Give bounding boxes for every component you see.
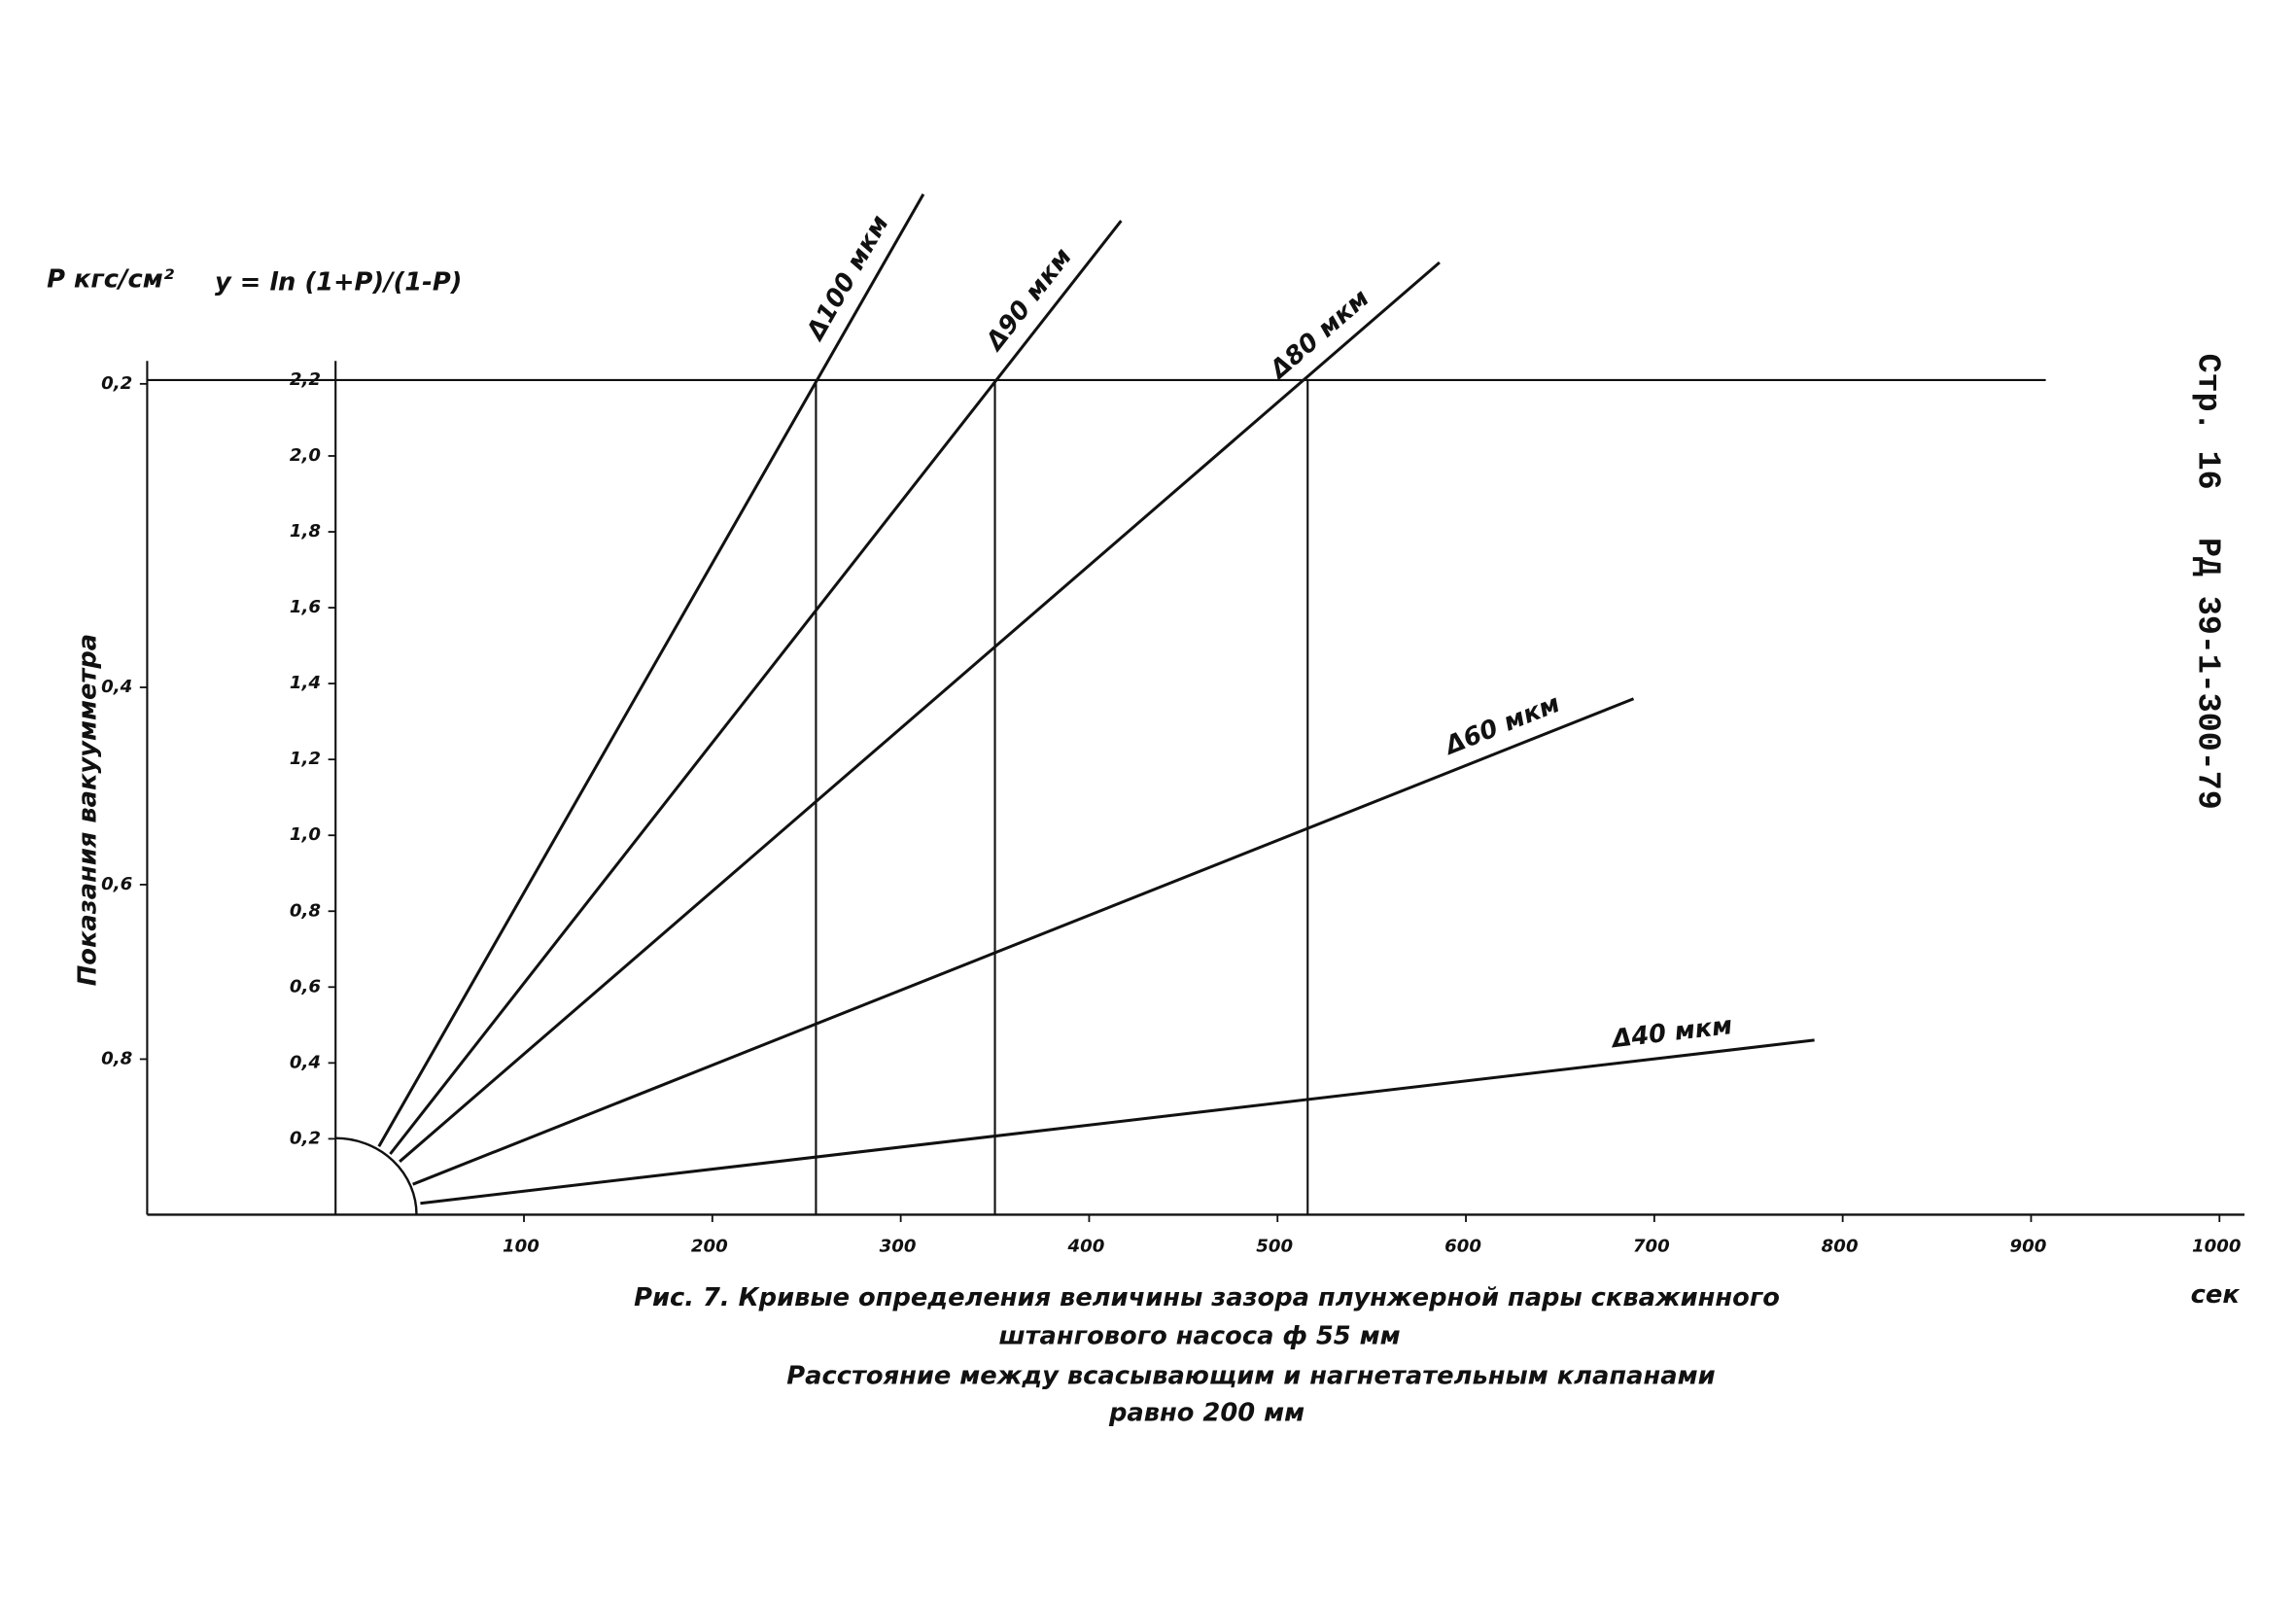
p-axis-label: Показания вакуумметра <box>73 634 102 986</box>
x-tick-label: 400 <box>1066 1237 1104 1257</box>
y-tick-label: 1,6 <box>290 597 321 617</box>
series-line <box>420 1038 1815 1206</box>
p-tick-label: 0,6 <box>101 874 132 894</box>
y-tick-label: 0,2 <box>290 1128 321 1148</box>
series-line <box>399 261 1441 1163</box>
p-tick-label: 0,2 <box>101 373 132 394</box>
caption: штангового насоса ф 55 мм <box>998 1322 1400 1351</box>
caption: Рис. 7. Кривые определения величины зазо… <box>634 1283 1780 1312</box>
x-tick-label: 300 <box>880 1237 917 1257</box>
x-tick-label: 500 <box>1256 1237 1293 1257</box>
y-tick-label: 0,6 <box>290 976 321 996</box>
y-axis-label: y = ln (1+P)/(1-P) <box>215 268 462 297</box>
x-tick-label: 600 <box>1444 1237 1481 1257</box>
x-tick-label: 700 <box>1633 1237 1670 1257</box>
y-tick-label: 2,0 <box>290 445 321 466</box>
x-tick-label: 200 <box>691 1237 728 1257</box>
y-tick-label: 1,4 <box>290 673 321 693</box>
y-tick-label: 1,8 <box>290 521 321 542</box>
y-tick-label: 1,0 <box>290 824 321 845</box>
x-tick-label: 900 <box>2009 1237 2046 1257</box>
y-tick-label: 1,2 <box>290 749 321 769</box>
x-axis-label: сек <box>2191 1280 2241 1310</box>
page-number: Стр. 16 <box>2188 354 2225 490</box>
origin-arc <box>335 1136 418 1215</box>
doc-number: РД 39-1-300-79 <box>2188 538 2225 810</box>
series-line <box>389 220 1123 1155</box>
p-axis-unit: P кгс/см² <box>47 264 175 294</box>
caption: равно 200 мм <box>1108 1398 1305 1427</box>
y-tick-label: 0,4 <box>290 1052 321 1072</box>
p-tick-label: 0,4 <box>101 677 132 697</box>
series-line <box>412 697 1635 1186</box>
p-tick-label: 0,8 <box>101 1048 132 1068</box>
x-tick-label: 800 <box>1822 1237 1859 1257</box>
caption: Расстояние между всасывающим и нагнетате… <box>786 1361 1715 1390</box>
y-tick-label: 0,8 <box>290 900 321 921</box>
series-label: Δ40 мкм <box>1609 1011 1734 1054</box>
series-line <box>377 192 925 1147</box>
series-label: Δ80 мкм <box>1263 284 1374 386</box>
x-tick-label: 1000 <box>2192 1237 2242 1257</box>
x-tick-label: 100 <box>503 1237 539 1257</box>
